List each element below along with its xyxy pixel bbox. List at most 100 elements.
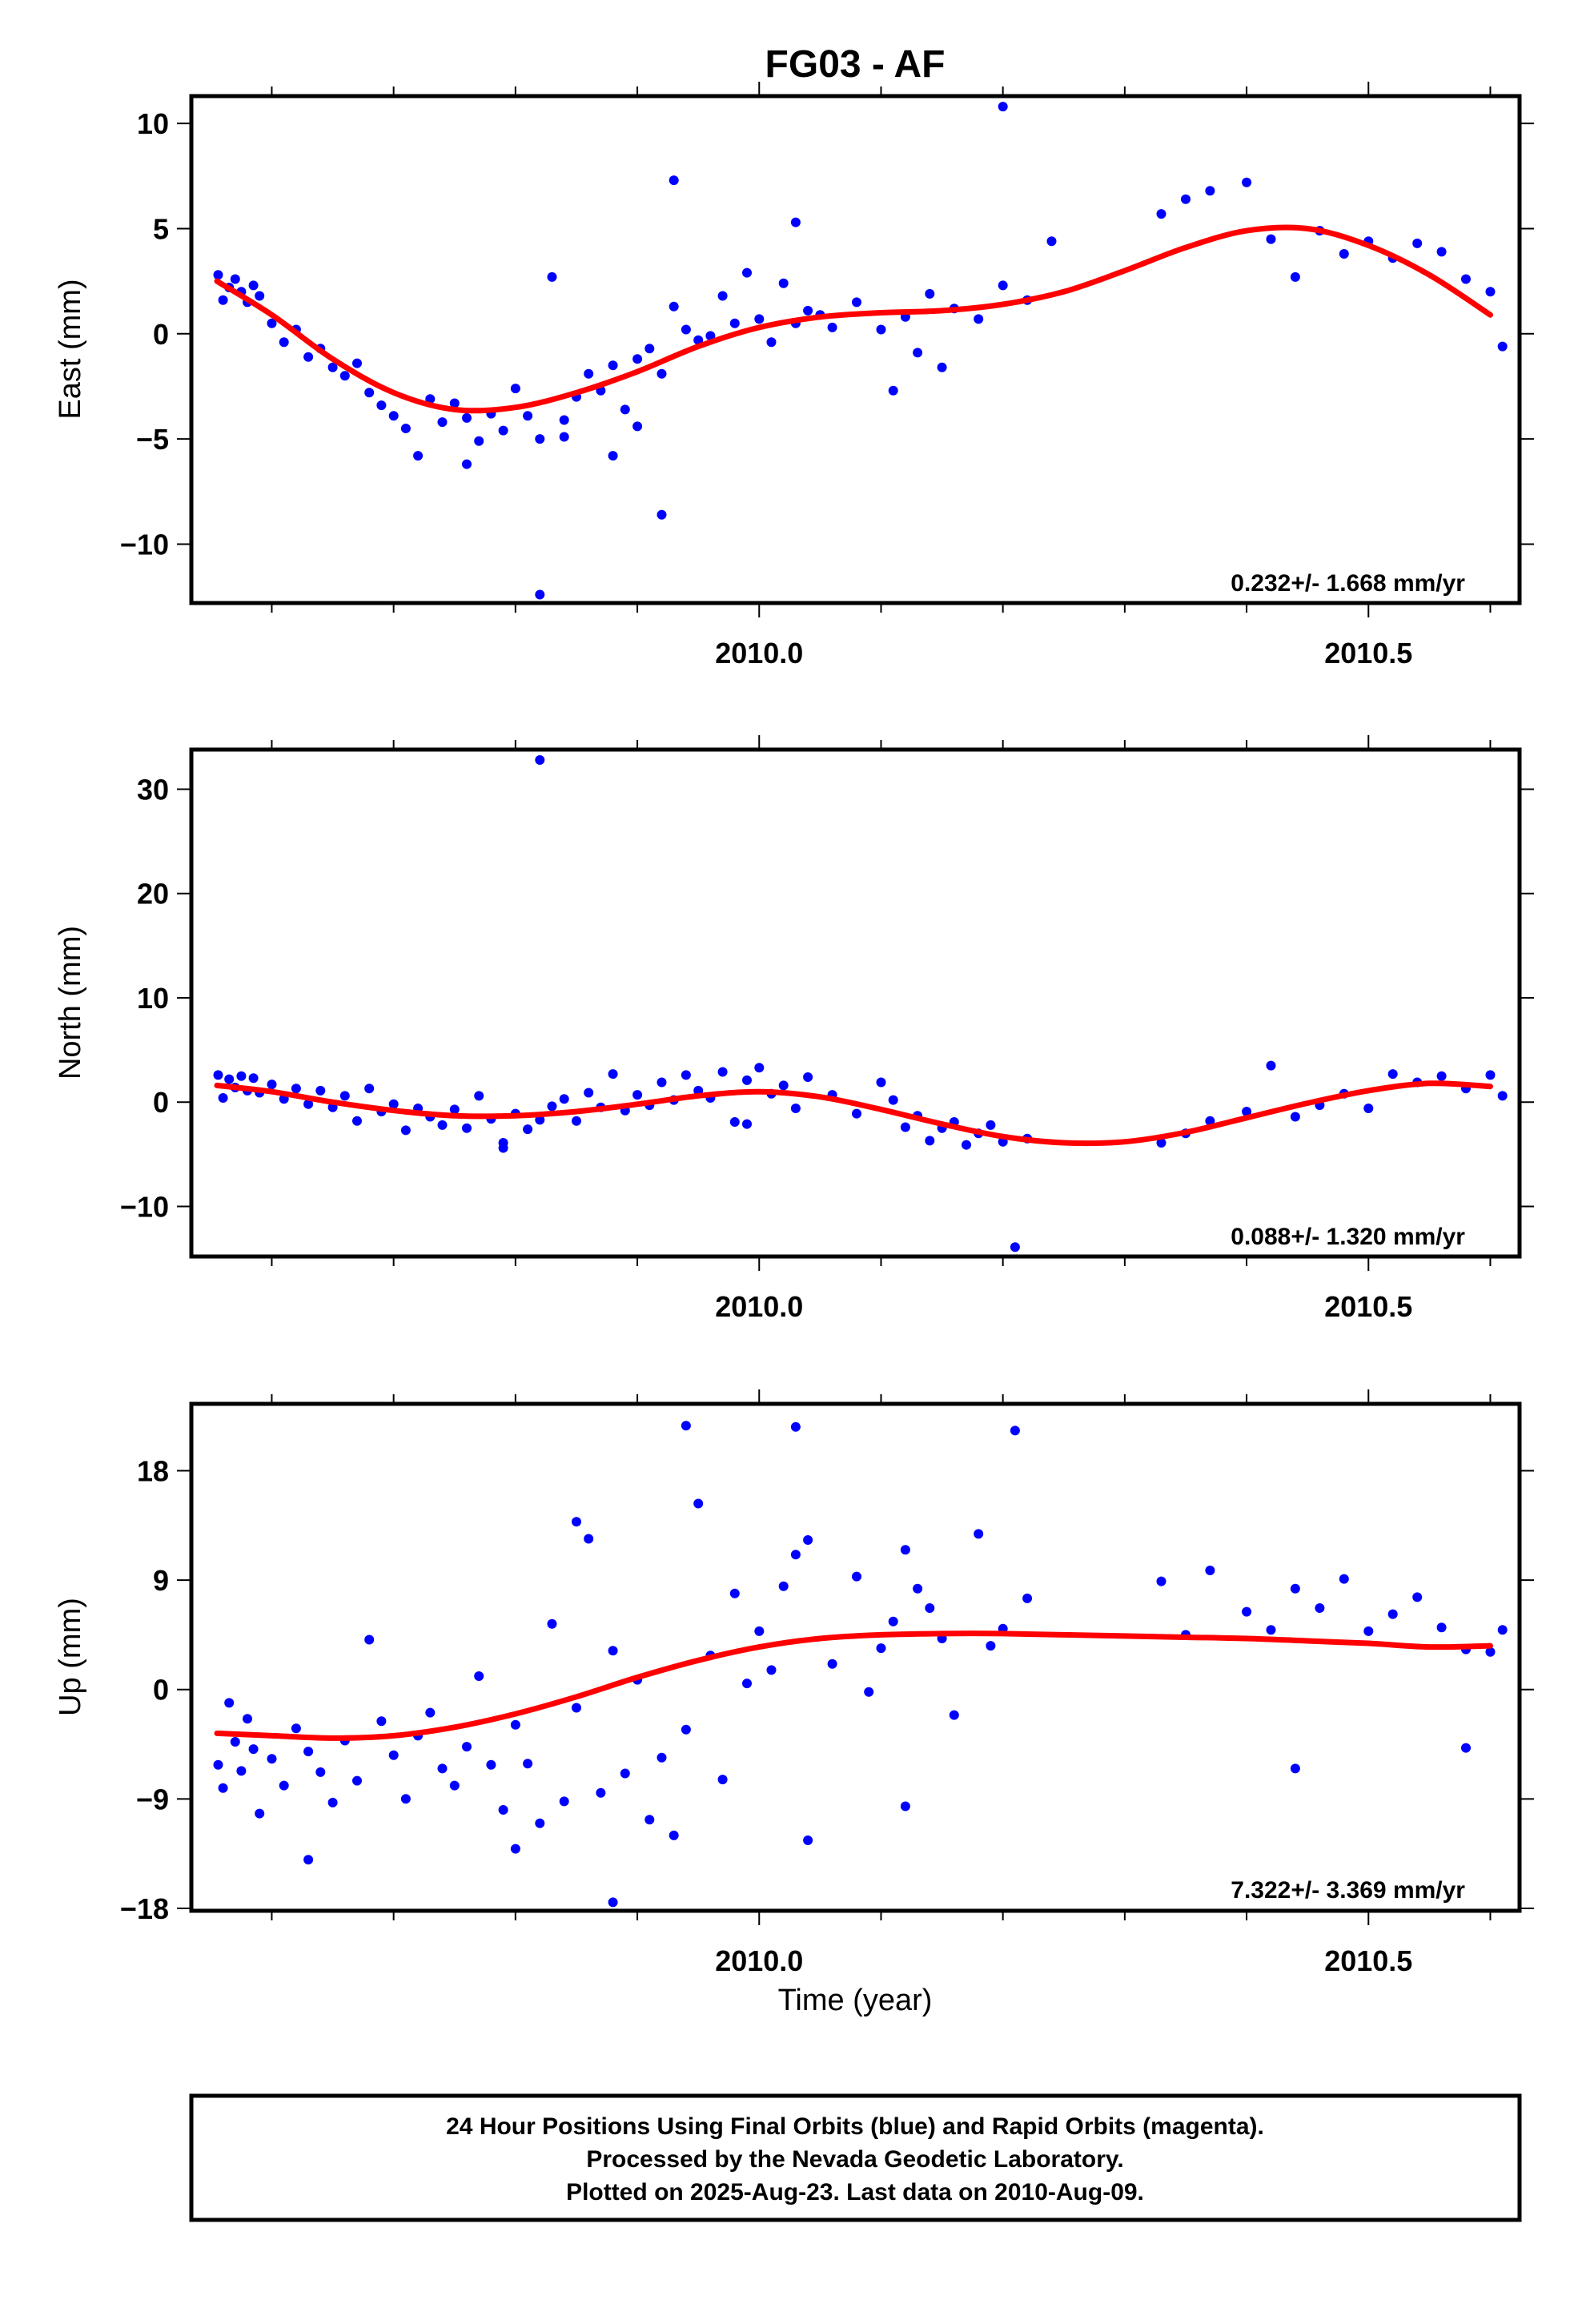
- north-y-tick-label: −10: [120, 1190, 169, 1223]
- east-data-point: [364, 388, 375, 398]
- time-axis-label: Time (year): [778, 1984, 933, 2017]
- up-data-point: [1485, 1647, 1496, 1657]
- north-data-point: [218, 1093, 228, 1103]
- up-data-point: [437, 1763, 448, 1774]
- north-data-point: [925, 1136, 935, 1146]
- up-data-point: [352, 1775, 362, 1786]
- north-data-point: [632, 1090, 643, 1100]
- up-data-point: [778, 1581, 789, 1591]
- east-data-point: [1242, 177, 1252, 187]
- east-data-point: [498, 425, 508, 436]
- up-data-point: [1205, 1566, 1215, 1575]
- up-data-point: [400, 1794, 411, 1804]
- footer-line-3: Plotted on 2025-Aug-23. Last data on 201…: [566, 2179, 1144, 2205]
- up-data-point: [218, 1783, 228, 1793]
- east-data-point: [669, 175, 679, 186]
- up-data-point: [462, 1742, 472, 1752]
- east-data-point: [279, 337, 289, 348]
- up-data-point: [224, 1698, 235, 1708]
- up-data-point: [608, 1897, 618, 1908]
- east-data-point: [620, 404, 630, 415]
- up-plot-frame: [189, 1401, 1522, 1913]
- east-data-point: [437, 417, 448, 428]
- up-data-point: [327, 1797, 338, 1807]
- east-data-point: [1412, 238, 1423, 248]
- north-data-point: [1290, 1112, 1300, 1122]
- east-y-tick-label: −5: [136, 423, 169, 456]
- up-data-point: [1266, 1625, 1276, 1635]
- east-data-point: [913, 348, 923, 358]
- up-data-point: [852, 1571, 861, 1582]
- east-data-point: [449, 398, 460, 408]
- east-data-point: [827, 322, 837, 332]
- north-x-tick-label: 2010.5: [1324, 1290, 1412, 1323]
- up-panel: Up (mm) 7.322+/- 3.369 mm/yr Time (year)…: [54, 1389, 1534, 2017]
- up-y-tick-label: −18: [120, 1892, 169, 1925]
- east-data-point: [376, 400, 387, 411]
- north-data-point: [876, 1077, 886, 1088]
- east-data-point: [559, 432, 569, 442]
- up-data-point: [925, 1603, 935, 1613]
- up-data-point: [876, 1643, 886, 1654]
- up-data-point: [535, 1818, 545, 1828]
- north-data-point: [729, 1117, 740, 1127]
- up-data-point: [425, 1707, 436, 1718]
- up-data-point: [986, 1641, 996, 1651]
- east-data-point: [729, 318, 740, 328]
- east-data-point: [754, 314, 765, 324]
- up-data-point: [790, 1421, 801, 1432]
- up-data-point: [827, 1659, 837, 1669]
- up-data-point: [864, 1687, 874, 1697]
- east-data-point: [462, 459, 472, 469]
- up-data-point: [1497, 1625, 1508, 1635]
- up-data-point: [1461, 1743, 1471, 1753]
- north-fit-line: [214, 1080, 1493, 1147]
- north-data-point: [559, 1094, 569, 1104]
- north-data-point: [388, 1099, 399, 1109]
- east-data-point: [559, 415, 569, 425]
- east-data-point: [998, 280, 1008, 291]
- north-data-point: [315, 1085, 326, 1096]
- up-data-point: [742, 1679, 752, 1689]
- east-data-point: [523, 411, 533, 421]
- east-data-point: [852, 297, 861, 308]
- east-data-point: [267, 318, 277, 328]
- north-data-point: [608, 1069, 618, 1080]
- up-y-tick-label: 18: [137, 1454, 169, 1487]
- east-data-point: [339, 371, 350, 381]
- figure-title: FG03 - AF: [765, 43, 946, 86]
- up-data-point: [900, 1801, 910, 1811]
- up-data-point: [267, 1754, 277, 1764]
- north-data-point: [352, 1116, 362, 1126]
- east-data-point: [632, 421, 643, 432]
- up-data-point: [1339, 1574, 1349, 1584]
- up-data-point: [644, 1815, 655, 1825]
- east-data-point: [974, 314, 984, 324]
- east-data-point: [876, 324, 886, 335]
- north-data-point: [754, 1063, 765, 1073]
- east-data-point: [327, 362, 338, 372]
- east-data-point: [255, 291, 265, 301]
- north-data-point: [303, 1099, 314, 1109]
- up-data-point: [1290, 1583, 1300, 1594]
- north-data-point: [364, 1084, 375, 1094]
- up-y-tick-label: −9: [136, 1783, 169, 1815]
- east-data-point: [213, 270, 223, 280]
- north-data-point: [224, 1074, 235, 1084]
- east-data-point: [462, 412, 472, 423]
- north-data-point: [656, 1077, 667, 1088]
- up-data-point: [1412, 1592, 1423, 1602]
- north-data-point: [437, 1120, 448, 1130]
- north-data-point: [474, 1091, 484, 1101]
- east-data-point: [681, 324, 691, 335]
- up-data-point: [949, 1710, 959, 1720]
- east-data-point: [790, 217, 801, 227]
- up-data-point: [388, 1750, 399, 1760]
- up-data-point: [729, 1588, 740, 1598]
- up-data-point: [364, 1634, 375, 1645]
- north-data-point: [213, 1070, 223, 1080]
- north-y-tick-label: 20: [137, 878, 169, 911]
- east-data-point: [400, 424, 411, 433]
- up-data-point: [486, 1759, 496, 1770]
- east-rate-label: 0.232+/- 1.668 mm/yr: [1231, 570, 1465, 597]
